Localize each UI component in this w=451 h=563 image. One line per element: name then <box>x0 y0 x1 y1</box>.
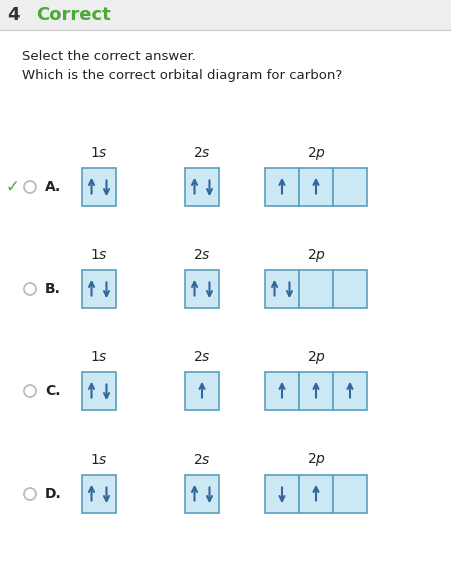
Text: Correct: Correct <box>36 6 110 24</box>
Bar <box>184 475 219 513</box>
Bar <box>264 475 299 513</box>
Bar <box>82 475 116 513</box>
Text: Select the correct answer.: Select the correct answer. <box>22 51 195 64</box>
Text: $2s$: $2s$ <box>193 350 211 364</box>
Text: $2p$: $2p$ <box>306 145 325 162</box>
Bar <box>184 372 219 410</box>
Bar <box>82 372 116 410</box>
Bar <box>299 372 332 410</box>
Text: Which is the correct orbital diagram for carbon?: Which is the correct orbital diagram for… <box>22 69 341 82</box>
Circle shape <box>24 181 36 193</box>
Bar <box>184 270 219 308</box>
Text: $1s$: $1s$ <box>90 453 108 467</box>
Bar <box>299 168 332 206</box>
Bar <box>264 270 299 308</box>
Circle shape <box>24 283 36 295</box>
Bar <box>82 270 116 308</box>
Bar <box>332 475 366 513</box>
Bar <box>0 0 451 30</box>
Text: $2p$: $2p$ <box>306 348 325 365</box>
Circle shape <box>24 488 36 500</box>
Text: $1s$: $1s$ <box>90 146 108 160</box>
Text: D.: D. <box>45 487 62 501</box>
Text: $2s$: $2s$ <box>193 146 211 160</box>
Bar <box>299 475 332 513</box>
Bar <box>82 168 116 206</box>
Bar <box>264 372 299 410</box>
Text: $1s$: $1s$ <box>90 248 108 262</box>
Bar <box>332 168 366 206</box>
Circle shape <box>24 385 36 397</box>
Text: $1s$: $1s$ <box>90 350 108 364</box>
Text: B.: B. <box>45 282 61 296</box>
Bar <box>264 168 299 206</box>
Text: A.: A. <box>45 180 61 194</box>
Bar <box>299 270 332 308</box>
Bar <box>184 168 219 206</box>
Text: $2p$: $2p$ <box>306 452 325 468</box>
Text: $2p$: $2p$ <box>306 247 325 263</box>
Bar <box>332 270 366 308</box>
Text: 4: 4 <box>7 6 19 24</box>
Bar <box>332 372 366 410</box>
Text: C.: C. <box>45 384 60 398</box>
Text: ✓: ✓ <box>5 178 19 196</box>
Text: $2s$: $2s$ <box>193 248 211 262</box>
Text: $2s$: $2s$ <box>193 453 211 467</box>
